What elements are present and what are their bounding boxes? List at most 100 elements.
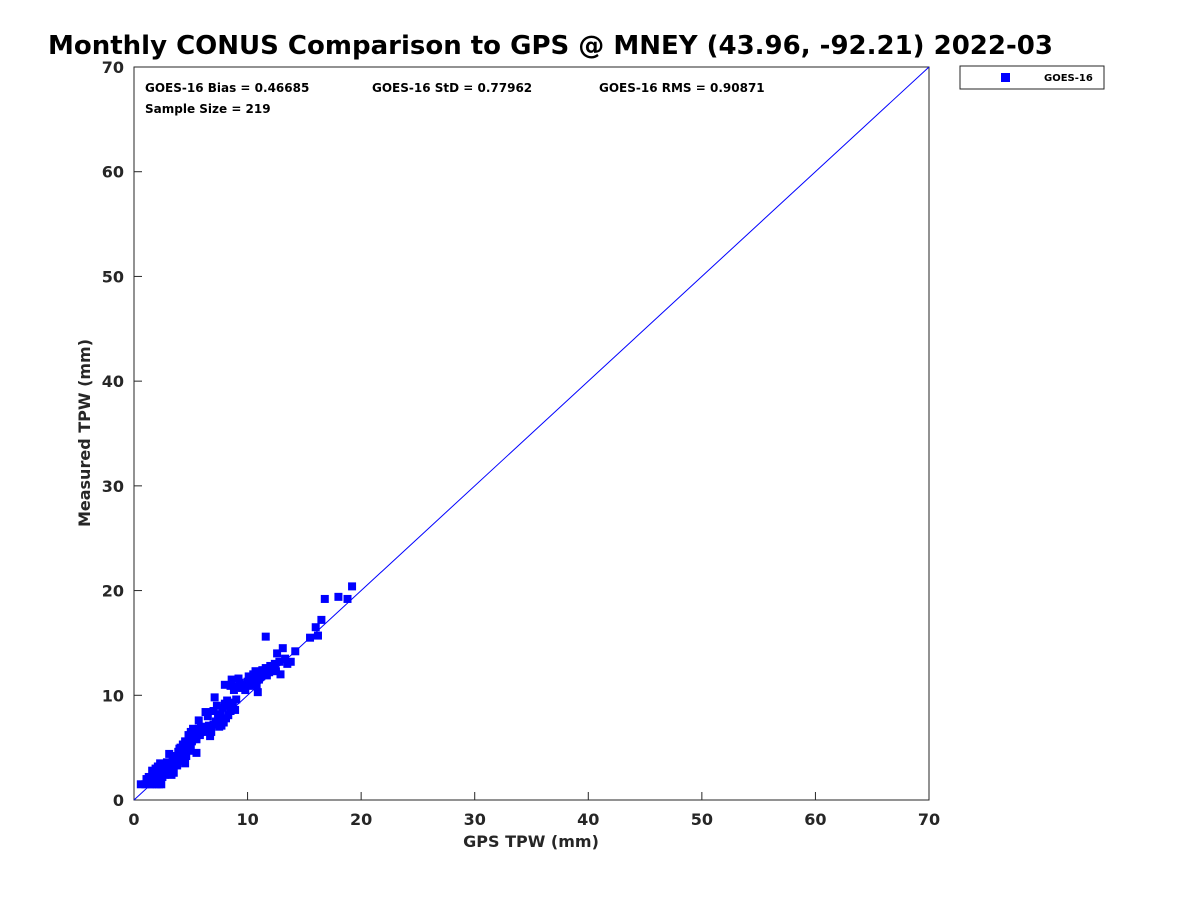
- data-point: [207, 727, 216, 736]
- data-point: [186, 743, 195, 752]
- data-point: [243, 677, 252, 686]
- plot-area: 0 10 20 30 40 50 60 70 0 10 20 30 40 50 60 70 GOES-16 B…: [102, 58, 940, 829]
- data-point: [239, 680, 248, 689]
- data-point: [206, 732, 215, 741]
- data-point: [320, 594, 329, 603]
- data-point: [212, 701, 221, 710]
- data-point: [232, 695, 241, 704]
- data-point: [252, 680, 261, 689]
- data-point: [224, 711, 233, 720]
- data-point: [187, 737, 196, 746]
- data-point: [210, 693, 219, 702]
- data-point: [209, 706, 218, 715]
- data-point: [136, 780, 145, 789]
- data-point: [217, 721, 226, 730]
- data-point: [168, 755, 177, 764]
- y-tick-label: 30: [102, 477, 124, 496]
- data-point: [231, 705, 240, 714]
- data-point: [195, 731, 204, 740]
- rms-annotation: GOES-16 RMS = 0.90871: [599, 81, 765, 95]
- axis-ticks: 0 10 20 30 40 50 60 70 0 10 20 30 40 50 60 70: [102, 58, 940, 829]
- y-axis-label: Measured TPW (mm): [75, 339, 94, 527]
- bias-annotation: GOES-16 Bias = 0.46685: [145, 81, 309, 95]
- data-point: [227, 675, 236, 684]
- data-point: [197, 723, 206, 732]
- y-tick-label: 70: [102, 58, 124, 77]
- data-point: [218, 703, 227, 712]
- data-point: [181, 737, 190, 746]
- data-point: [291, 647, 300, 656]
- x-tick-label: 10: [236, 810, 258, 829]
- data-point: [311, 623, 320, 632]
- plot-frame: [133, 66, 930, 801]
- data-point: [250, 674, 259, 683]
- data-point: [281, 654, 290, 663]
- data-point: [278, 644, 287, 653]
- data-point: [181, 759, 190, 768]
- data-point: [192, 748, 201, 757]
- data-point: [157, 780, 166, 789]
- data-point: [168, 763, 177, 772]
- data-point: [244, 672, 253, 681]
- data-point: [167, 770, 176, 779]
- data-point: [204, 721, 213, 730]
- std-annotation: GOES-16 StD = 0.77962: [372, 81, 532, 95]
- data-point: [276, 670, 285, 679]
- data-point: [348, 582, 357, 591]
- data-point: [216, 710, 225, 719]
- data-point: [162, 758, 171, 767]
- data-point: [286, 657, 295, 666]
- data-point: [241, 686, 250, 695]
- data-point: [214, 714, 223, 723]
- data-point: [271, 667, 280, 676]
- x-tick-label: 70: [918, 810, 940, 829]
- data-point: [226, 681, 235, 690]
- data-point: [182, 752, 191, 761]
- y-tick-label: 20: [102, 582, 124, 601]
- data-point: [261, 664, 270, 673]
- data-point: [177, 754, 186, 763]
- data-point: [154, 768, 163, 777]
- scatter-points: [136, 582, 357, 789]
- data-point: [234, 674, 243, 683]
- data-point: [189, 724, 198, 733]
- chart-title: Monthly CONUS Comparison to GPS @ MNEY (…: [48, 31, 1053, 61]
- data-point: [184, 731, 193, 740]
- x-tick-label: 50: [691, 810, 713, 829]
- data-point: [233, 682, 242, 691]
- x-tick-label: 0: [128, 810, 139, 829]
- sample-size-annotation: Sample Size = 219: [145, 102, 271, 116]
- data-point: [317, 615, 326, 624]
- y-tick-label: 50: [102, 267, 124, 286]
- data-point: [156, 759, 165, 768]
- y-tick-label: 10: [102, 686, 124, 705]
- identity-line: [133, 66, 930, 801]
- data-point: [273, 649, 282, 658]
- data-point: [175, 744, 184, 753]
- data-point: [203, 712, 212, 721]
- legend: GOES-16: [959, 65, 1105, 90]
- x-tick-label: 20: [350, 810, 372, 829]
- data-point: [334, 592, 343, 601]
- legend-label: GOES-16: [1044, 73, 1093, 84]
- data-point: [220, 680, 229, 689]
- x-tick-label: 30: [464, 810, 486, 829]
- x-tick-label: 60: [804, 810, 826, 829]
- data-point: [226, 706, 235, 715]
- data-point: [306, 633, 315, 642]
- legend-marker-icon: [1001, 73, 1010, 82]
- x-tick-label: 40: [577, 810, 599, 829]
- x-axis-label: GPS TPW (mm): [463, 832, 599, 851]
- y-tick-label: 60: [102, 163, 124, 182]
- data-point: [275, 657, 284, 666]
- data-point: [343, 594, 352, 603]
- data-point: [248, 678, 257, 687]
- data-point: [270, 659, 279, 668]
- data-point: [194, 716, 203, 725]
- data-point: [161, 765, 170, 774]
- y-tick-label: 40: [102, 372, 124, 391]
- legend-box: [959, 65, 1105, 90]
- data-point: [261, 632, 270, 641]
- data-point: [165, 749, 174, 758]
